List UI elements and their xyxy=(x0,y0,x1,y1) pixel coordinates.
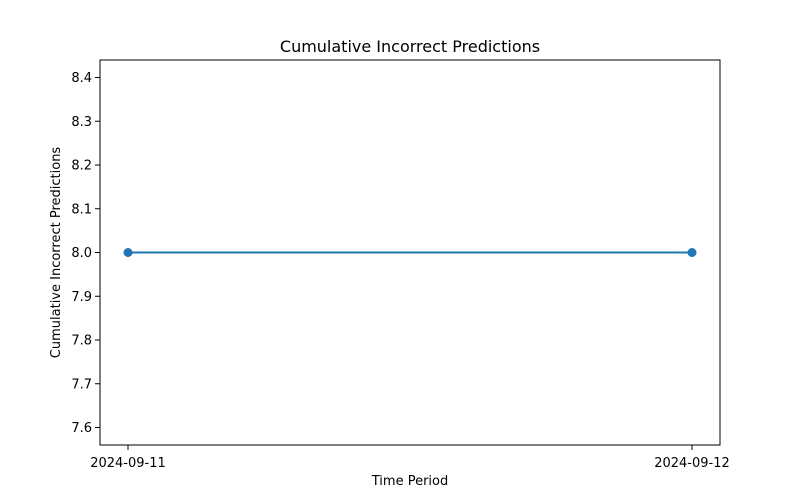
x-axis: 2024-09-11 2024-09-12 xyxy=(90,445,730,471)
y-tick-label: 8.4 xyxy=(71,71,92,86)
x-tick-label: 2024-09-12 xyxy=(654,456,730,471)
chart-title: Cumulative Incorrect Predictions xyxy=(280,37,540,56)
y-tick-label: 8.2 xyxy=(71,159,92,174)
y-tick-label: 8.3 xyxy=(71,115,92,130)
y-tick-label: 8.1 xyxy=(71,202,92,217)
y-tick-label: 7.6 xyxy=(71,421,92,436)
x-tick-label: 2024-09-11 xyxy=(90,456,166,471)
y-tick-label: 7.7 xyxy=(71,377,92,392)
data-point xyxy=(687,248,697,257)
series-group xyxy=(123,248,697,257)
y-axis-label: Cumulative Incorrect Predictions xyxy=(49,147,64,359)
y-tick-label: 8.0 xyxy=(71,246,92,261)
data-point xyxy=(123,248,133,257)
y-tick-label: 7.9 xyxy=(71,290,92,305)
y-tick-label: 7.8 xyxy=(71,334,92,349)
x-axis-label: Time Period xyxy=(371,474,448,489)
y-axis: 7.6 7.7 7.8 7.9 8.0 8.1 8.2 8.3 8.4 xyxy=(71,71,100,436)
